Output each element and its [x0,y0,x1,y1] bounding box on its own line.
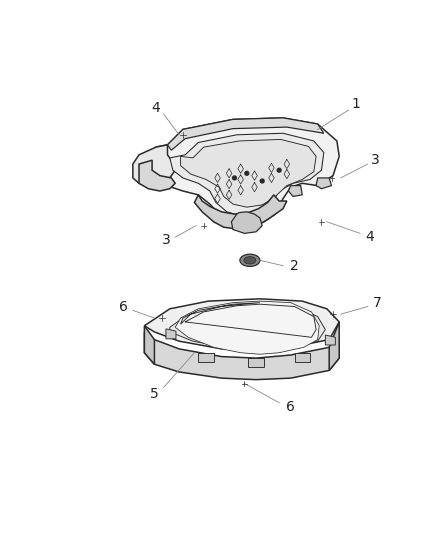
Polygon shape [231,212,262,233]
Circle shape [233,176,237,180]
Polygon shape [170,304,325,350]
Text: 3: 3 [162,232,170,247]
Polygon shape [198,353,214,362]
Polygon shape [194,195,287,230]
Polygon shape [180,303,260,324]
Text: 7: 7 [373,296,382,310]
Polygon shape [175,301,319,354]
Polygon shape [145,299,339,350]
Polygon shape [325,335,336,345]
Text: 5: 5 [150,386,159,400]
Polygon shape [152,118,339,225]
Polygon shape [145,326,155,364]
Text: 1: 1 [352,97,360,111]
Polygon shape [180,140,316,207]
Circle shape [277,168,281,172]
Polygon shape [294,353,310,362]
Polygon shape [139,160,175,191]
Text: 6: 6 [286,400,295,414]
Text: 4: 4 [366,230,374,244]
Ellipse shape [240,254,260,266]
Polygon shape [167,118,324,150]
Circle shape [260,179,264,183]
Polygon shape [145,332,339,379]
Text: 6: 6 [119,300,128,313]
Polygon shape [288,185,302,196]
Polygon shape [183,309,311,348]
Text: 4: 4 [152,101,160,115]
Polygon shape [248,358,264,367]
Text: 3: 3 [371,153,380,167]
Polygon shape [170,133,324,216]
Text: 2: 2 [290,259,299,273]
Polygon shape [329,322,339,370]
Polygon shape [316,178,332,189]
Circle shape [245,172,249,175]
Ellipse shape [244,256,256,264]
Polygon shape [166,329,176,339]
Polygon shape [133,145,175,185]
